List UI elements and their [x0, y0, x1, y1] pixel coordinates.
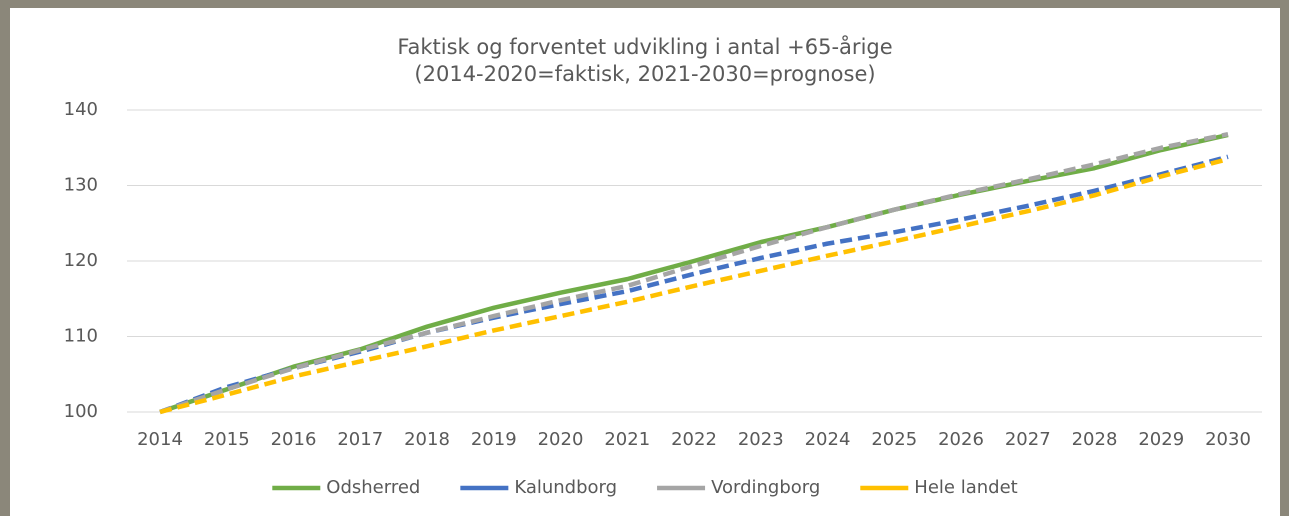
x-tick-label: 2021	[604, 429, 650, 450]
x-tick-label: 2018	[404, 429, 450, 450]
y-tick-label: 140	[64, 99, 98, 120]
chart-area: Faktisk og forventet udvikling i antal +…	[10, 8, 1280, 516]
x-tick-label: 2014	[137, 429, 183, 450]
x-tick-label: 2020	[538, 429, 584, 450]
legend-label: Odsherred	[326, 477, 420, 498]
legend-label: Hele landet	[914, 477, 1017, 498]
x-tick-label: 2029	[1138, 429, 1184, 450]
y-tick-label: 130	[64, 175, 98, 196]
x-tick-label: 2027	[1005, 429, 1051, 450]
y-tick-label: 110	[64, 326, 98, 347]
x-tick-label: 2028	[1072, 429, 1118, 450]
x-tick-label: 2030	[1205, 429, 1251, 450]
x-tick-label: 2024	[805, 429, 851, 450]
x-tick-label: 2023	[738, 429, 784, 450]
y-tick-label: 120	[64, 250, 98, 271]
legend-label: Vordingborg	[711, 477, 820, 498]
chart-subtitle: (2014-2020=faktisk, 2021-2030=prognose)	[414, 62, 875, 86]
x-tick-label: 2015	[204, 429, 250, 450]
x-tick-label: 2026	[938, 429, 984, 450]
x-tick-label: 2017	[337, 429, 383, 450]
chart: Faktisk og forventet udvikling i antal +…	[64, 34, 1262, 498]
x-tick-label: 2019	[471, 429, 517, 450]
series-line	[159, 156, 1229, 415]
legend-label: Kalundborg	[514, 477, 617, 498]
x-tick-label: 2025	[871, 429, 917, 450]
y-tick-label: 100	[64, 401, 98, 422]
series-line	[159, 131, 1229, 415]
chart-title: Faktisk og forventet udvikling i antal +…	[397, 34, 892, 59]
x-tick-label: 2022	[671, 429, 717, 450]
x-tick-label: 2016	[271, 429, 317, 450]
